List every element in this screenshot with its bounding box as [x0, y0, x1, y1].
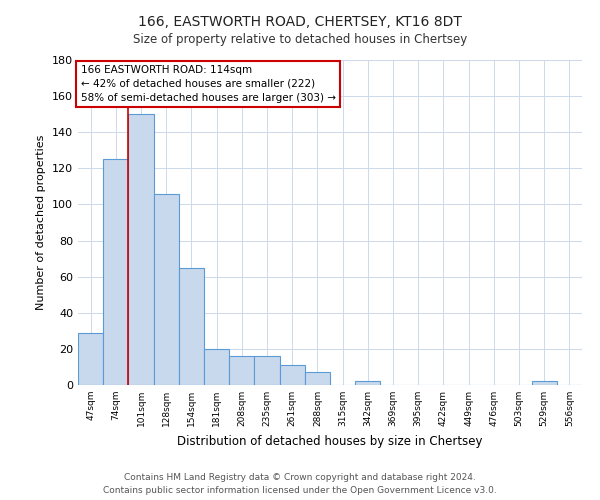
Text: Size of property relative to detached houses in Chertsey: Size of property relative to detached ho…	[133, 32, 467, 46]
Text: 166 EASTWORTH ROAD: 114sqm
← 42% of detached houses are smaller (222)
58% of sem: 166 EASTWORTH ROAD: 114sqm ← 42% of deta…	[80, 65, 335, 103]
Bar	[103, 160, 128, 385]
Bar	[128, 114, 154, 385]
Bar	[78, 332, 103, 385]
Bar	[154, 194, 179, 385]
Bar	[305, 372, 330, 385]
Bar	[254, 356, 280, 385]
Text: Contains HM Land Registry data © Crown copyright and database right 2024.
Contai: Contains HM Land Registry data © Crown c…	[103, 474, 497, 495]
Y-axis label: Number of detached properties: Number of detached properties	[37, 135, 46, 310]
Bar	[204, 349, 229, 385]
Bar	[179, 268, 204, 385]
Bar	[532, 382, 557, 385]
X-axis label: Distribution of detached houses by size in Chertsey: Distribution of detached houses by size …	[177, 434, 483, 448]
Text: 166, EASTWORTH ROAD, CHERTSEY, KT16 8DT: 166, EASTWORTH ROAD, CHERTSEY, KT16 8DT	[138, 15, 462, 29]
Bar	[229, 356, 254, 385]
Bar	[355, 382, 380, 385]
Bar	[280, 365, 305, 385]
